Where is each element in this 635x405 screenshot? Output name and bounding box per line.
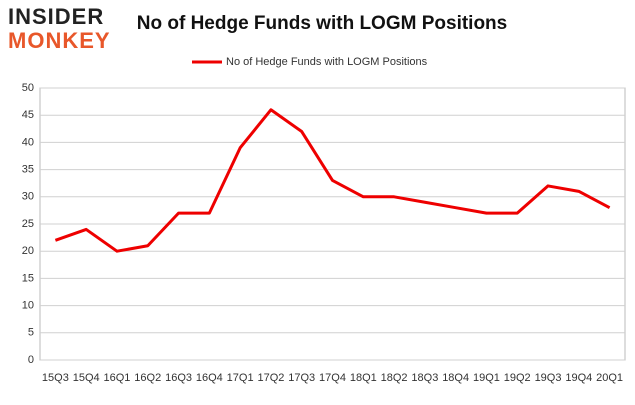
y-tick-label: 50	[22, 82, 34, 94]
data-line	[54, 108, 611, 253]
x-tick-label: 19Q2	[504, 372, 531, 384]
x-tick-label: 16Q3	[165, 372, 192, 384]
x-tick-label: 18Q1	[350, 372, 377, 384]
y-tick-label: 40	[22, 136, 34, 148]
x-tick-label: 20Q1	[596, 372, 623, 384]
y-tick-label: 0	[28, 354, 34, 366]
x-tick-label: 18Q4	[442, 372, 469, 384]
x-tick-label: 16Q1	[104, 372, 131, 384]
y-tick-label: 45	[22, 109, 34, 121]
y-tick-label: 20	[22, 245, 34, 257]
logo-line1: INSIDER	[8, 4, 104, 29]
x-tick-label: 16Q4	[196, 372, 223, 384]
legend-label: No of Hedge Funds with LOGM Positions	[226, 56, 428, 68]
x-tick-label: 18Q2	[381, 372, 408, 384]
x-tick-label: 19Q3	[535, 372, 562, 384]
y-tick-label: 15	[22, 272, 34, 284]
x-tick-label: 19Q4	[565, 372, 592, 384]
x-tick-label: 17Q1	[227, 372, 254, 384]
y-tick-label: 10	[22, 300, 34, 312]
y-tick-label: 30	[22, 191, 34, 203]
x-tick-label: 18Q3	[411, 372, 438, 384]
x-tick-label: 17Q2	[257, 372, 284, 384]
y-tick-label: 5	[28, 327, 34, 339]
x-tick-label: 16Q2	[134, 372, 161, 384]
x-tick-label: 15Q3	[42, 372, 69, 384]
x-tick-label: 15Q4	[73, 372, 100, 384]
x-tick-label: 17Q4	[319, 372, 346, 384]
logo-line2: MONKEY	[8, 28, 111, 53]
chart-title: No of Hedge Funds with LOGM Positions	[137, 13, 507, 34]
y-tick-label: 25	[22, 218, 34, 230]
x-tick-label: 17Q3	[288, 372, 315, 384]
x-tick-label: 19Q1	[473, 372, 500, 384]
y-tick-label: 35	[22, 164, 34, 176]
